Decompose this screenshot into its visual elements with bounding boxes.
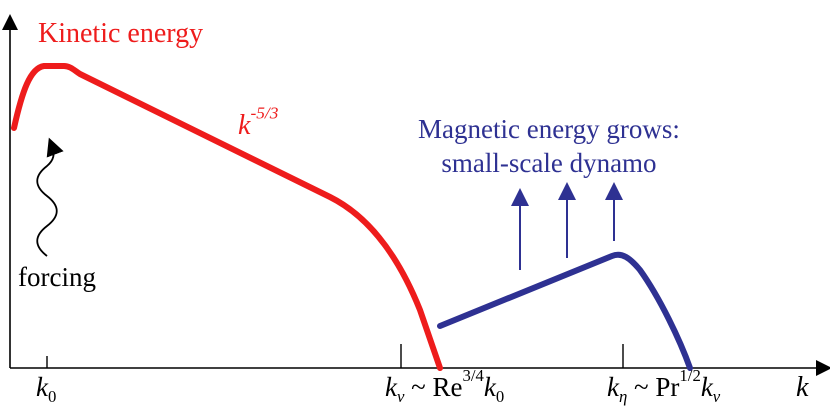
kinetic-energy-title: Kinetic energy (38, 18, 204, 49)
forcing-wavy-arrow (36, 137, 64, 257)
magnetic-energy-label: Magnetic energy grows: small-scale dynam… (418, 114, 680, 178)
forcing-label: forcing (18, 262, 96, 292)
magnetic-energy-curve (437, 251, 693, 371)
kinetic-slope-label: k-5/3 (238, 103, 279, 141)
tick-label-knu: kν ~ Re3/4k0 (385, 365, 505, 406)
x-axis-label: k (796, 372, 809, 403)
tick-label-k0: k0 (36, 372, 57, 406)
tick-label-keta: kη ~ Pr1/2kν (607, 365, 721, 406)
kinetic-energy-curve (11, 63, 443, 371)
